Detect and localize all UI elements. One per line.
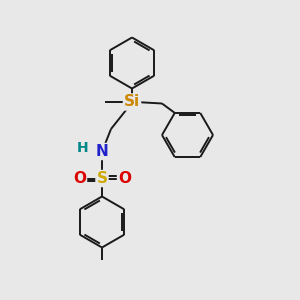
Text: N: N [96, 144, 108, 159]
Text: O: O [118, 171, 131, 186]
Text: H: H [77, 142, 88, 155]
Text: O: O [73, 171, 86, 186]
Text: S: S [97, 171, 107, 186]
Text: Si: Si [124, 94, 140, 110]
